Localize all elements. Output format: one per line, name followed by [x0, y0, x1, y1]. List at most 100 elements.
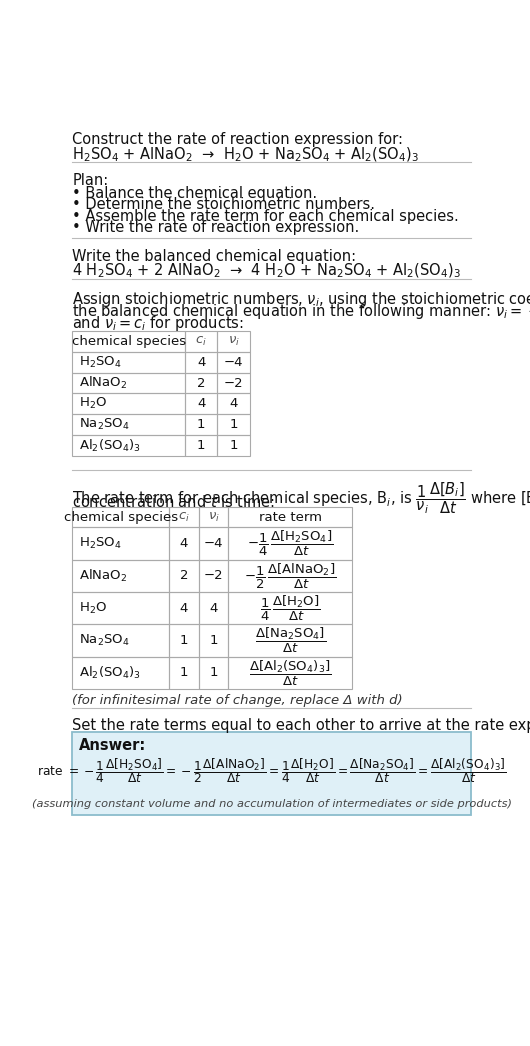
Text: −2: −2 — [204, 569, 223, 583]
Text: • Determine the stoichiometric numbers.: • Determine the stoichiometric numbers. — [73, 197, 375, 212]
Bar — [185, 414, 217, 435]
Bar — [228, 560, 352, 592]
Text: Na$_2$SO$_4$: Na$_2$SO$_4$ — [78, 417, 129, 432]
Bar — [228, 527, 352, 560]
Text: (assuming constant volume and no accumulation of intermediates or side products): (assuming constant volume and no accumul… — [32, 799, 511, 809]
Text: $\nu_i$: $\nu_i$ — [228, 335, 240, 348]
Text: $-\dfrac{1}{4}\,\dfrac{\Delta[\mathrm{H_2SO_4}]}{\Delta t}$: $-\dfrac{1}{4}\,\dfrac{\Delta[\mathrm{H_… — [247, 529, 333, 559]
Text: 1: 1 — [197, 418, 205, 431]
Text: AlNaO$_2$: AlNaO$_2$ — [78, 568, 127, 584]
Text: −2: −2 — [224, 377, 243, 389]
Text: 2: 2 — [180, 569, 188, 583]
Text: 1: 1 — [229, 439, 238, 452]
Bar — [217, 332, 250, 351]
Bar — [73, 435, 185, 456]
Text: H$_2$SO$_4$: H$_2$SO$_4$ — [78, 537, 121, 551]
Text: Na$_2$SO$_4$: Na$_2$SO$_4$ — [78, 633, 129, 649]
Bar — [73, 506, 169, 527]
Bar — [73, 592, 169, 624]
Text: H$_2$O: H$_2$O — [78, 396, 107, 411]
Bar — [169, 624, 199, 657]
Text: $c_i$: $c_i$ — [178, 510, 190, 524]
Text: 1: 1 — [180, 634, 188, 647]
Text: 4: 4 — [180, 538, 188, 550]
Text: 4 H$_2$SO$_4$ + 2 AlNaO$_2$  →  4 H$_2$O + Na$_2$SO$_4$ + Al$_2$(SO$_4$)$_3$: 4 H$_2$SO$_4$ + 2 AlNaO$_2$ → 4 H$_2$O +… — [73, 262, 461, 280]
Text: 4: 4 — [197, 397, 205, 410]
FancyBboxPatch shape — [73, 732, 471, 816]
Bar — [217, 372, 250, 393]
Text: 4: 4 — [209, 601, 218, 615]
Bar — [217, 393, 250, 414]
Bar — [185, 351, 217, 372]
Text: rate $= -\dfrac{1}{4}\dfrac{\Delta[\mathrm{H_2SO_4}]}{\Delta t} = -\dfrac{1}{2}\: rate $= -\dfrac{1}{4}\dfrac{\Delta[\math… — [37, 756, 507, 786]
Bar — [199, 592, 228, 624]
Text: Set the rate terms equal to each other to arrive at the rate expression:: Set the rate terms equal to each other t… — [73, 719, 530, 733]
Bar — [73, 414, 185, 435]
Text: 1: 1 — [209, 666, 218, 680]
Text: • Balance the chemical equation.: • Balance the chemical equation. — [73, 185, 317, 201]
Text: (for infinitesimal rate of change, replace Δ with d): (for infinitesimal rate of change, repla… — [73, 693, 403, 707]
Bar — [199, 624, 228, 657]
Text: −4: −4 — [204, 538, 223, 550]
Bar — [185, 372, 217, 393]
Text: AlNaO$_2$: AlNaO$_2$ — [78, 376, 127, 391]
Text: 4: 4 — [229, 397, 238, 410]
Bar — [199, 657, 228, 689]
Text: 1: 1 — [180, 666, 188, 680]
Bar — [199, 560, 228, 592]
Text: rate term: rate term — [259, 510, 322, 524]
Bar — [169, 506, 199, 527]
Bar — [73, 527, 169, 560]
Text: H$_2$SO$_4$: H$_2$SO$_4$ — [78, 355, 121, 370]
Text: the balanced chemical equation in the following manner: $\nu_i = -c_i$ for react: the balanced chemical equation in the fo… — [73, 302, 530, 321]
Text: $-\dfrac{1}{2}\,\dfrac{\Delta[\mathrm{AlNaO_2}]}{\Delta t}$: $-\dfrac{1}{2}\,\dfrac{\Delta[\mathrm{Al… — [244, 562, 337, 591]
Bar — [217, 351, 250, 372]
Text: H$_2$O: H$_2$O — [78, 600, 107, 616]
Bar — [228, 592, 352, 624]
Text: • Assemble the rate term for each chemical species.: • Assemble the rate term for each chemic… — [73, 209, 459, 224]
Text: • Write the rate of reaction expression.: • Write the rate of reaction expression. — [73, 221, 360, 235]
Bar — [73, 657, 169, 689]
Text: 1: 1 — [197, 439, 205, 452]
Text: Construct the rate of reaction expression for:: Construct the rate of reaction expressio… — [73, 132, 403, 146]
Text: Al$_2$(SO$_4$)$_3$: Al$_2$(SO$_4$)$_3$ — [78, 437, 140, 454]
Bar — [169, 527, 199, 560]
Bar — [217, 435, 250, 456]
Bar — [185, 332, 217, 351]
Bar — [73, 393, 185, 414]
Text: H$_2$SO$_4$ + AlNaO$_2$  →  H$_2$O + Na$_2$SO$_4$ + Al$_2$(SO$_4$)$_3$: H$_2$SO$_4$ + AlNaO$_2$ → H$_2$O + Na$_2… — [73, 145, 419, 164]
Bar — [73, 372, 185, 393]
Text: $\dfrac{1}{4}\,\dfrac{\Delta[\mathrm{H_2O}]}{\Delta t}$: $\dfrac{1}{4}\,\dfrac{\Delta[\mathrm{H_2… — [260, 594, 321, 623]
Text: $\dfrac{\Delta[\mathrm{Na_2SO_4}]}{\Delta t}$: $\dfrac{\Delta[\mathrm{Na_2SO_4}]}{\Delt… — [255, 627, 326, 655]
Text: chemical species: chemical species — [72, 335, 186, 348]
Text: −4: −4 — [224, 356, 243, 369]
Text: Answer:: Answer: — [78, 738, 146, 753]
Bar — [73, 351, 185, 372]
Bar — [228, 506, 352, 527]
Text: Write the balanced chemical equation:: Write the balanced chemical equation: — [73, 249, 357, 264]
Bar — [199, 506, 228, 527]
Text: $\nu_i$: $\nu_i$ — [208, 510, 219, 524]
Bar — [228, 624, 352, 657]
Text: $c_i$: $c_i$ — [195, 335, 207, 348]
Text: Plan:: Plan: — [73, 174, 109, 188]
Text: 2: 2 — [197, 377, 205, 389]
Bar — [185, 435, 217, 456]
Text: 1: 1 — [209, 634, 218, 647]
Text: concentration and $t$ is time:: concentration and $t$ is time: — [73, 495, 276, 510]
Text: Assign stoichiometric numbers, $\nu_i$, using the stoichiometric coefficients, $: Assign stoichiometric numbers, $\nu_i$, … — [73, 290, 530, 309]
Text: $\dfrac{\Delta[\mathrm{Al_2(SO_4)_3}]}{\Delta t}$: $\dfrac{\Delta[\mathrm{Al_2(SO_4)_3}]}{\… — [249, 658, 331, 687]
Text: 1: 1 — [229, 418, 238, 431]
Bar — [169, 592, 199, 624]
Bar — [169, 657, 199, 689]
Text: 4: 4 — [197, 356, 205, 369]
Text: 4: 4 — [180, 601, 188, 615]
Text: chemical species: chemical species — [64, 510, 178, 524]
Bar — [73, 624, 169, 657]
Bar — [217, 414, 250, 435]
Bar — [73, 332, 185, 351]
Bar — [169, 560, 199, 592]
Text: The rate term for each chemical species, B$_i$, is $\dfrac{1}{\nu_i}\dfrac{\Delt: The rate term for each chemical species,… — [73, 480, 530, 516]
Bar — [185, 393, 217, 414]
Bar — [73, 560, 169, 592]
